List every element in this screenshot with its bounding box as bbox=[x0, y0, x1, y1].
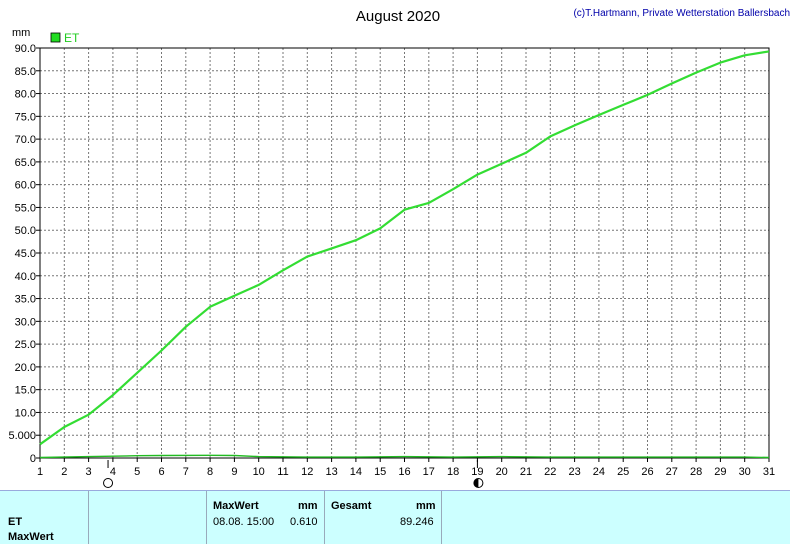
y-tick-label: 25.0 bbox=[15, 339, 36, 351]
max-datetime: 08.08. 15:00 bbox=[213, 516, 275, 528]
y-tick-label: 60.0 bbox=[15, 180, 36, 192]
y-tick-label: 80.0 bbox=[15, 89, 36, 101]
y-tick-label: 90.0 bbox=[15, 43, 36, 55]
info-panel: ET MaxWert MaxWert mm 08.08. 15:00 0.610… bbox=[0, 490, 790, 544]
total-header: Gesamt bbox=[331, 500, 372, 512]
x-tick-label: 10 bbox=[253, 466, 265, 478]
y-tick-label: 10.0 bbox=[15, 407, 36, 419]
x-tick-label: 13 bbox=[325, 466, 337, 478]
y-tick-label: 70.0 bbox=[15, 134, 36, 146]
y-tick-label: 0 bbox=[30, 453, 36, 465]
y-tick-label: 40.0 bbox=[15, 271, 36, 283]
x-tick-label: 5 bbox=[134, 466, 140, 478]
max-header: MaxWert bbox=[213, 500, 259, 512]
x-tick-label: 31 bbox=[763, 466, 775, 478]
info-total-cell: Gesamt mm 89.246 bbox=[325, 491, 442, 544]
x-tick-label: 25 bbox=[617, 466, 629, 478]
y-axis-unit: mm bbox=[12, 27, 30, 39]
y-tick-label: 45.0 bbox=[15, 248, 36, 260]
total-value: 89.246 bbox=[400, 516, 434, 528]
chart-credit: (c)T.Hartmann, Private Wetterstation Bal… bbox=[573, 8, 790, 19]
chart-title: August 2020 bbox=[356, 8, 440, 25]
x-tick-label: 11 bbox=[277, 466, 288, 478]
x-tick-label: 24 bbox=[593, 466, 605, 478]
et-series-line bbox=[39, 50, 770, 446]
x-tick-label: 19 bbox=[471, 466, 483, 478]
x-tick-label: 22 bbox=[544, 466, 556, 478]
y-tick-label: 35.0 bbox=[15, 294, 36, 306]
chart-area: August 2020 (c)T.Hartmann, Private Wette… bbox=[8, 8, 790, 488]
x-tick-label: 15 bbox=[374, 466, 386, 478]
x-tick-label: 3 bbox=[86, 466, 92, 478]
full-moon-shade bbox=[473, 478, 479, 488]
x-tick-label: 16 bbox=[398, 466, 410, 478]
series-label: ET bbox=[8, 516, 23, 528]
x-tick-label: 29 bbox=[714, 466, 726, 478]
grid bbox=[40, 48, 769, 458]
x-tick-label: 9 bbox=[231, 466, 237, 478]
legend: ET bbox=[50, 31, 80, 45]
x-axis-ticks: 1 2 3 4 5 6 7 8 9 10 11 12 13 14 15 16 17 18 19 20 21 22 23 24 2… bbox=[37, 458, 775, 478]
y-tick-label: 55.0 bbox=[15, 202, 36, 214]
legend-swatch bbox=[50, 32, 61, 43]
moon-phase-markers bbox=[103, 460, 484, 488]
y-tick-label: 65.0 bbox=[15, 157, 36, 169]
max-unit: mm bbox=[298, 500, 318, 512]
et-chart: August 2020 (c)T.Hartmann, Private Wette… bbox=[8, 8, 790, 488]
x-tick-label: 8 bbox=[207, 466, 213, 478]
x-tick-label: 20 bbox=[496, 466, 508, 478]
et-hourly-series-line bbox=[39, 454, 770, 459]
x-tick-label: 6 bbox=[158, 466, 164, 478]
y-tick-label: 50.0 bbox=[15, 225, 36, 237]
x-tick-label: 23 bbox=[568, 466, 580, 478]
y-tick-label: 5.000 bbox=[8, 430, 36, 442]
x-tick-label: 17 bbox=[423, 466, 435, 478]
x-tick-label: 12 bbox=[301, 466, 313, 478]
total-unit: mm bbox=[416, 500, 436, 512]
info-label-cell: ET MaxWert bbox=[0, 491, 89, 544]
x-tick-label: 26 bbox=[641, 466, 653, 478]
x-tick-label: 18 bbox=[447, 466, 459, 478]
new-moon-icon bbox=[103, 478, 114, 488]
y-tick-label: 30.0 bbox=[15, 316, 36, 328]
x-tick-label: 1 bbox=[37, 466, 43, 478]
y-tick-label: 20.0 bbox=[15, 362, 36, 374]
plot-frame bbox=[39, 47, 770, 459]
x-tick-label: 28 bbox=[690, 466, 702, 478]
x-tick-label: 4 bbox=[110, 466, 116, 478]
info-empty-cell bbox=[89, 491, 207, 544]
max-value: 0.610 bbox=[290, 516, 318, 528]
y-axis-ticks: 0 5.000 10.0 15.0 20.0 25.0 30.0 35.0 40.0 45.0 50… bbox=[8, 43, 40, 465]
x-tick-label: 14 bbox=[350, 466, 362, 478]
x-tick-label: 30 bbox=[739, 466, 751, 478]
x-tick-label: 7 bbox=[183, 466, 189, 478]
info-max-cell: MaxWert mm 08.08. 15:00 0.610 bbox=[207, 491, 325, 544]
x-tick-label: 27 bbox=[666, 466, 678, 478]
x-tick-label: 2 bbox=[61, 466, 67, 478]
y-tick-label: 15.0 bbox=[15, 385, 36, 397]
legend-label: ET bbox=[64, 31, 80, 45]
maxwert-row-label: MaxWert bbox=[8, 531, 54, 543]
x-tick-label: 21 bbox=[520, 466, 532, 478]
series bbox=[39, 50, 770, 459]
y-tick-label: 85.0 bbox=[15, 66, 36, 78]
y-tick-label: 75.0 bbox=[15, 111, 36, 123]
